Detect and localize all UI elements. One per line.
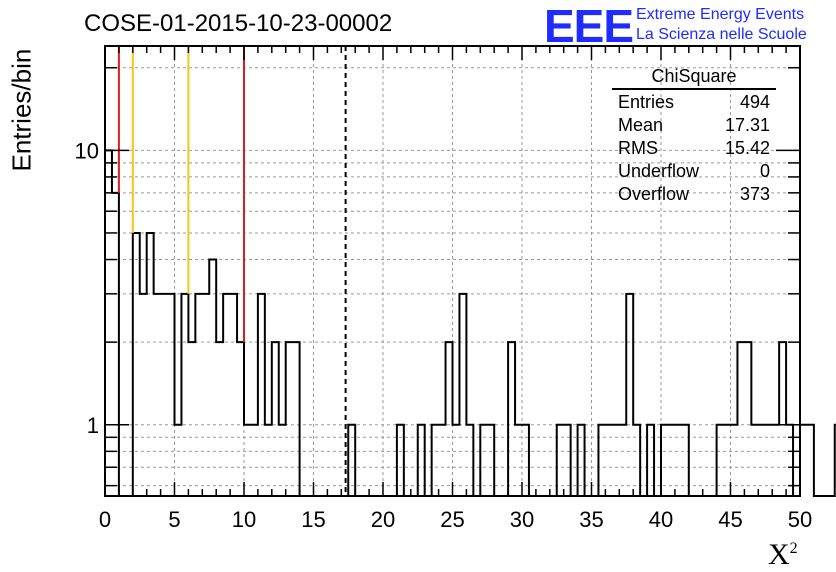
y-axis-label: Entries/bin: [6, 48, 37, 172]
stats-value: 494: [739, 92, 770, 112]
x-tick-label: 35: [579, 507, 603, 532]
stats-label: Underflow: [618, 161, 700, 181]
y-tick-label: 10: [75, 138, 99, 163]
x-tick-label: 5: [168, 507, 180, 532]
x-tick-label: 50: [788, 507, 812, 532]
stats-row-rms: RMS 15.42: [612, 137, 776, 160]
stats-label: Mean: [618, 115, 664, 135]
stats-value: 17.31: [724, 115, 770, 135]
chart-title: COSE-01-2015-10-23-00002: [84, 10, 393, 37]
stats-row-underflow: Underflow 0: [612, 160, 776, 183]
stats-row-entries: Entries 494: [612, 91, 776, 114]
stats-row-mean: Mean 17.31: [612, 114, 776, 137]
y-tick-label: 1: [87, 413, 99, 438]
stats-row-overflow: Overflow 373: [612, 183, 776, 206]
x-tick-label: 25: [440, 507, 464, 532]
logo-line-2: La Scienza nelle Scuole: [636, 26, 807, 43]
x-tick-label: 30: [510, 507, 534, 532]
stats-label: RMS: [618, 138, 658, 158]
eee-logo: EEE: [544, 0, 634, 52]
x-tick-label: 45: [718, 507, 742, 532]
logo-line-1: Extreme Energy Events: [636, 6, 805, 23]
x-tick-label: 20: [371, 507, 395, 532]
stats-title: ChiSquare: [612, 66, 776, 90]
stats-value: 0: [759, 161, 770, 181]
stats-box: ChiSquare Entries 494 Mean 17.31 RMS 15.…: [612, 66, 776, 206]
stats-label: Entries: [618, 92, 675, 112]
stats-value: 15.42: [724, 138, 770, 158]
stats-label: Overflow: [618, 184, 690, 204]
x-tick-label: 15: [301, 507, 325, 532]
x-axis-label: X2: [768, 538, 798, 571]
stats-value: 373: [739, 184, 770, 204]
x-tick-label: 0: [99, 507, 111, 532]
x-tick-label: 10: [232, 507, 256, 532]
x-tick-label: 40: [649, 507, 673, 532]
